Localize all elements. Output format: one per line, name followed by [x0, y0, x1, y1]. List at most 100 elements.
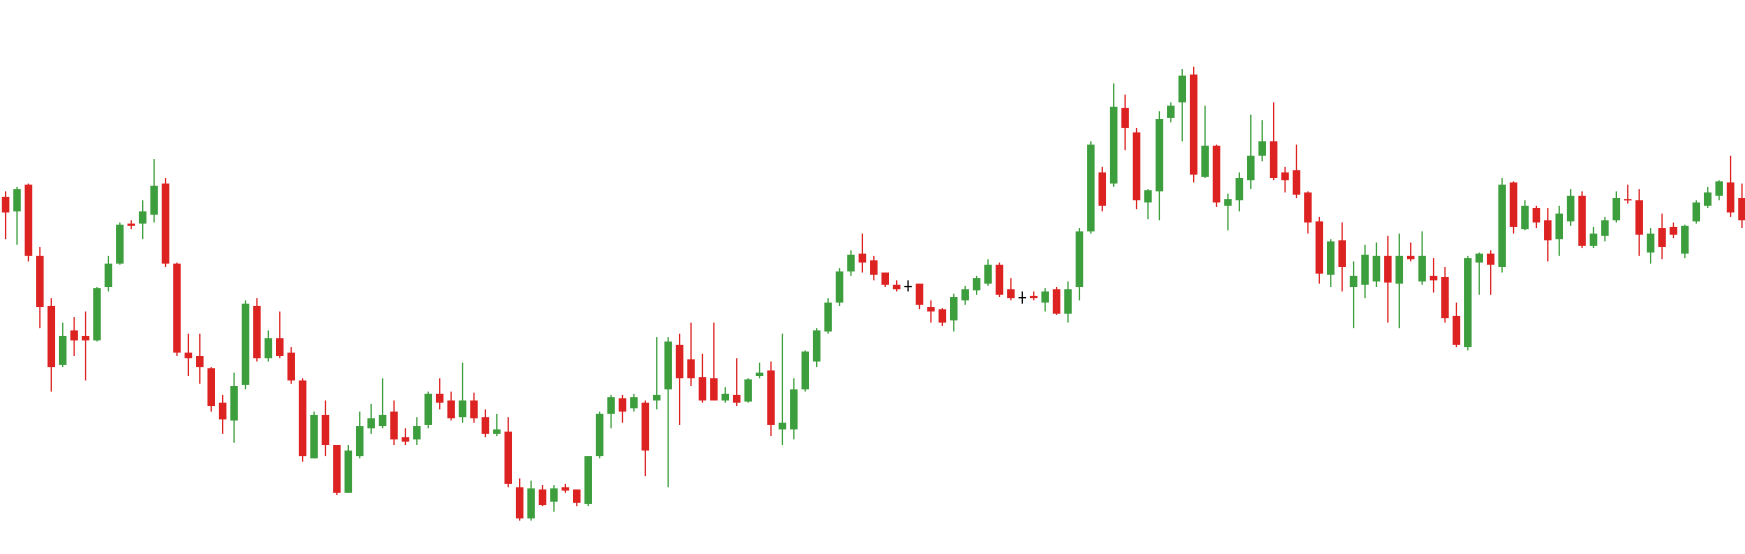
candle-body [755, 372, 764, 377]
candle-body [1486, 253, 1495, 265]
candle-body [1201, 145, 1209, 177]
candle-body [24, 184, 33, 256]
candle-body [1532, 208, 1541, 223]
candle-body [230, 386, 238, 421]
candle-body [949, 297, 958, 321]
candle-body [538, 489, 547, 506]
candle-body [1498, 184, 1506, 267]
candle-body [1338, 240, 1346, 267]
candle-body [81, 335, 90, 341]
candle-body [1726, 182, 1735, 213]
candle-body [1041, 291, 1049, 303]
candle-body [1155, 119, 1164, 192]
candle-body [1, 196, 10, 213]
candle-body [378, 414, 387, 427]
candle-body [1052, 289, 1061, 314]
candle-body [1658, 228, 1666, 247]
candle-body [1589, 233, 1598, 246]
candle-body [344, 450, 353, 493]
candle-body [1646, 233, 1655, 253]
candle-body [1372, 255, 1381, 282]
candle-body [413, 426, 421, 440]
candle-body [58, 335, 67, 365]
candle-body [1361, 254, 1369, 285]
candle-body [607, 397, 615, 414]
candle-body [652, 394, 661, 401]
candle-body [470, 400, 478, 419]
candle-body [36, 255, 44, 308]
candle-body [778, 422, 787, 430]
candle-body [801, 351, 810, 390]
candle-body [527, 488, 535, 519]
candle-body [1601, 220, 1609, 236]
candle-body [972, 278, 981, 291]
candle-body [390, 411, 398, 440]
candle-body [47, 305, 56, 368]
candle-body [184, 352, 193, 359]
candle-body [1521, 205, 1529, 230]
candle-body [835, 271, 844, 303]
candle-body [1475, 253, 1484, 263]
candle-body [881, 272, 889, 285]
candle-body [1395, 255, 1404, 284]
candle-body [1441, 277, 1449, 319]
candle-body [1258, 141, 1266, 156]
candle-body [1121, 107, 1129, 128]
candle-body [196, 355, 204, 368]
candle-body [161, 183, 170, 264]
candle-body [1715, 181, 1723, 196]
candle-body [515, 487, 524, 519]
candle-body [767, 370, 775, 425]
candle-body [1326, 241, 1335, 275]
candle-body [1669, 226, 1678, 235]
candle-body [721, 393, 730, 401]
candle-body [584, 456, 592, 504]
candle-body [1509, 182, 1518, 227]
candle-body [1235, 177, 1244, 201]
candle-body [333, 444, 341, 493]
candle-body [458, 400, 467, 418]
candle-body [1144, 190, 1152, 203]
candle-body [1269, 141, 1278, 178]
candle-body [561, 487, 570, 491]
candle-body [1167, 105, 1175, 118]
candle-body [641, 402, 650, 451]
candle-body [1189, 74, 1198, 175]
candle-body [1738, 198, 1745, 221]
candle-body [984, 264, 992, 284]
candle-body [116, 224, 124, 264]
candle-body [1315, 221, 1324, 274]
candle-body [493, 429, 501, 434]
candle-body [732, 394, 741, 403]
candle-body [127, 223, 136, 226]
candle-body [664, 341, 672, 390]
candle-body [1075, 231, 1084, 288]
candle-body [310, 414, 318, 459]
candle-body [938, 309, 947, 323]
candle-body [447, 400, 455, 419]
candle-body [264, 338, 273, 359]
candle-body [915, 283, 924, 305]
candle-body [424, 393, 433, 425]
candle-body [710, 378, 718, 401]
candle-body [1109, 106, 1118, 184]
candle-body [573, 489, 581, 503]
candle-body [687, 359, 695, 379]
candle-body [321, 414, 330, 445]
candle-body [367, 418, 375, 429]
candle-body [1452, 315, 1461, 345]
candle-body [1464, 258, 1472, 348]
candle-body [1087, 144, 1095, 232]
candle-body [70, 330, 78, 341]
candle-body [1612, 198, 1621, 221]
candle-body [104, 263, 113, 288]
candle-body [138, 211, 147, 224]
candle-body [401, 437, 410, 442]
candle-body [870, 260, 878, 275]
candle-body [287, 352, 295, 381]
candle-body [1281, 172, 1289, 181]
candle-body [1681, 225, 1689, 254]
candle-body [241, 303, 250, 385]
candle-body [1578, 195, 1586, 246]
